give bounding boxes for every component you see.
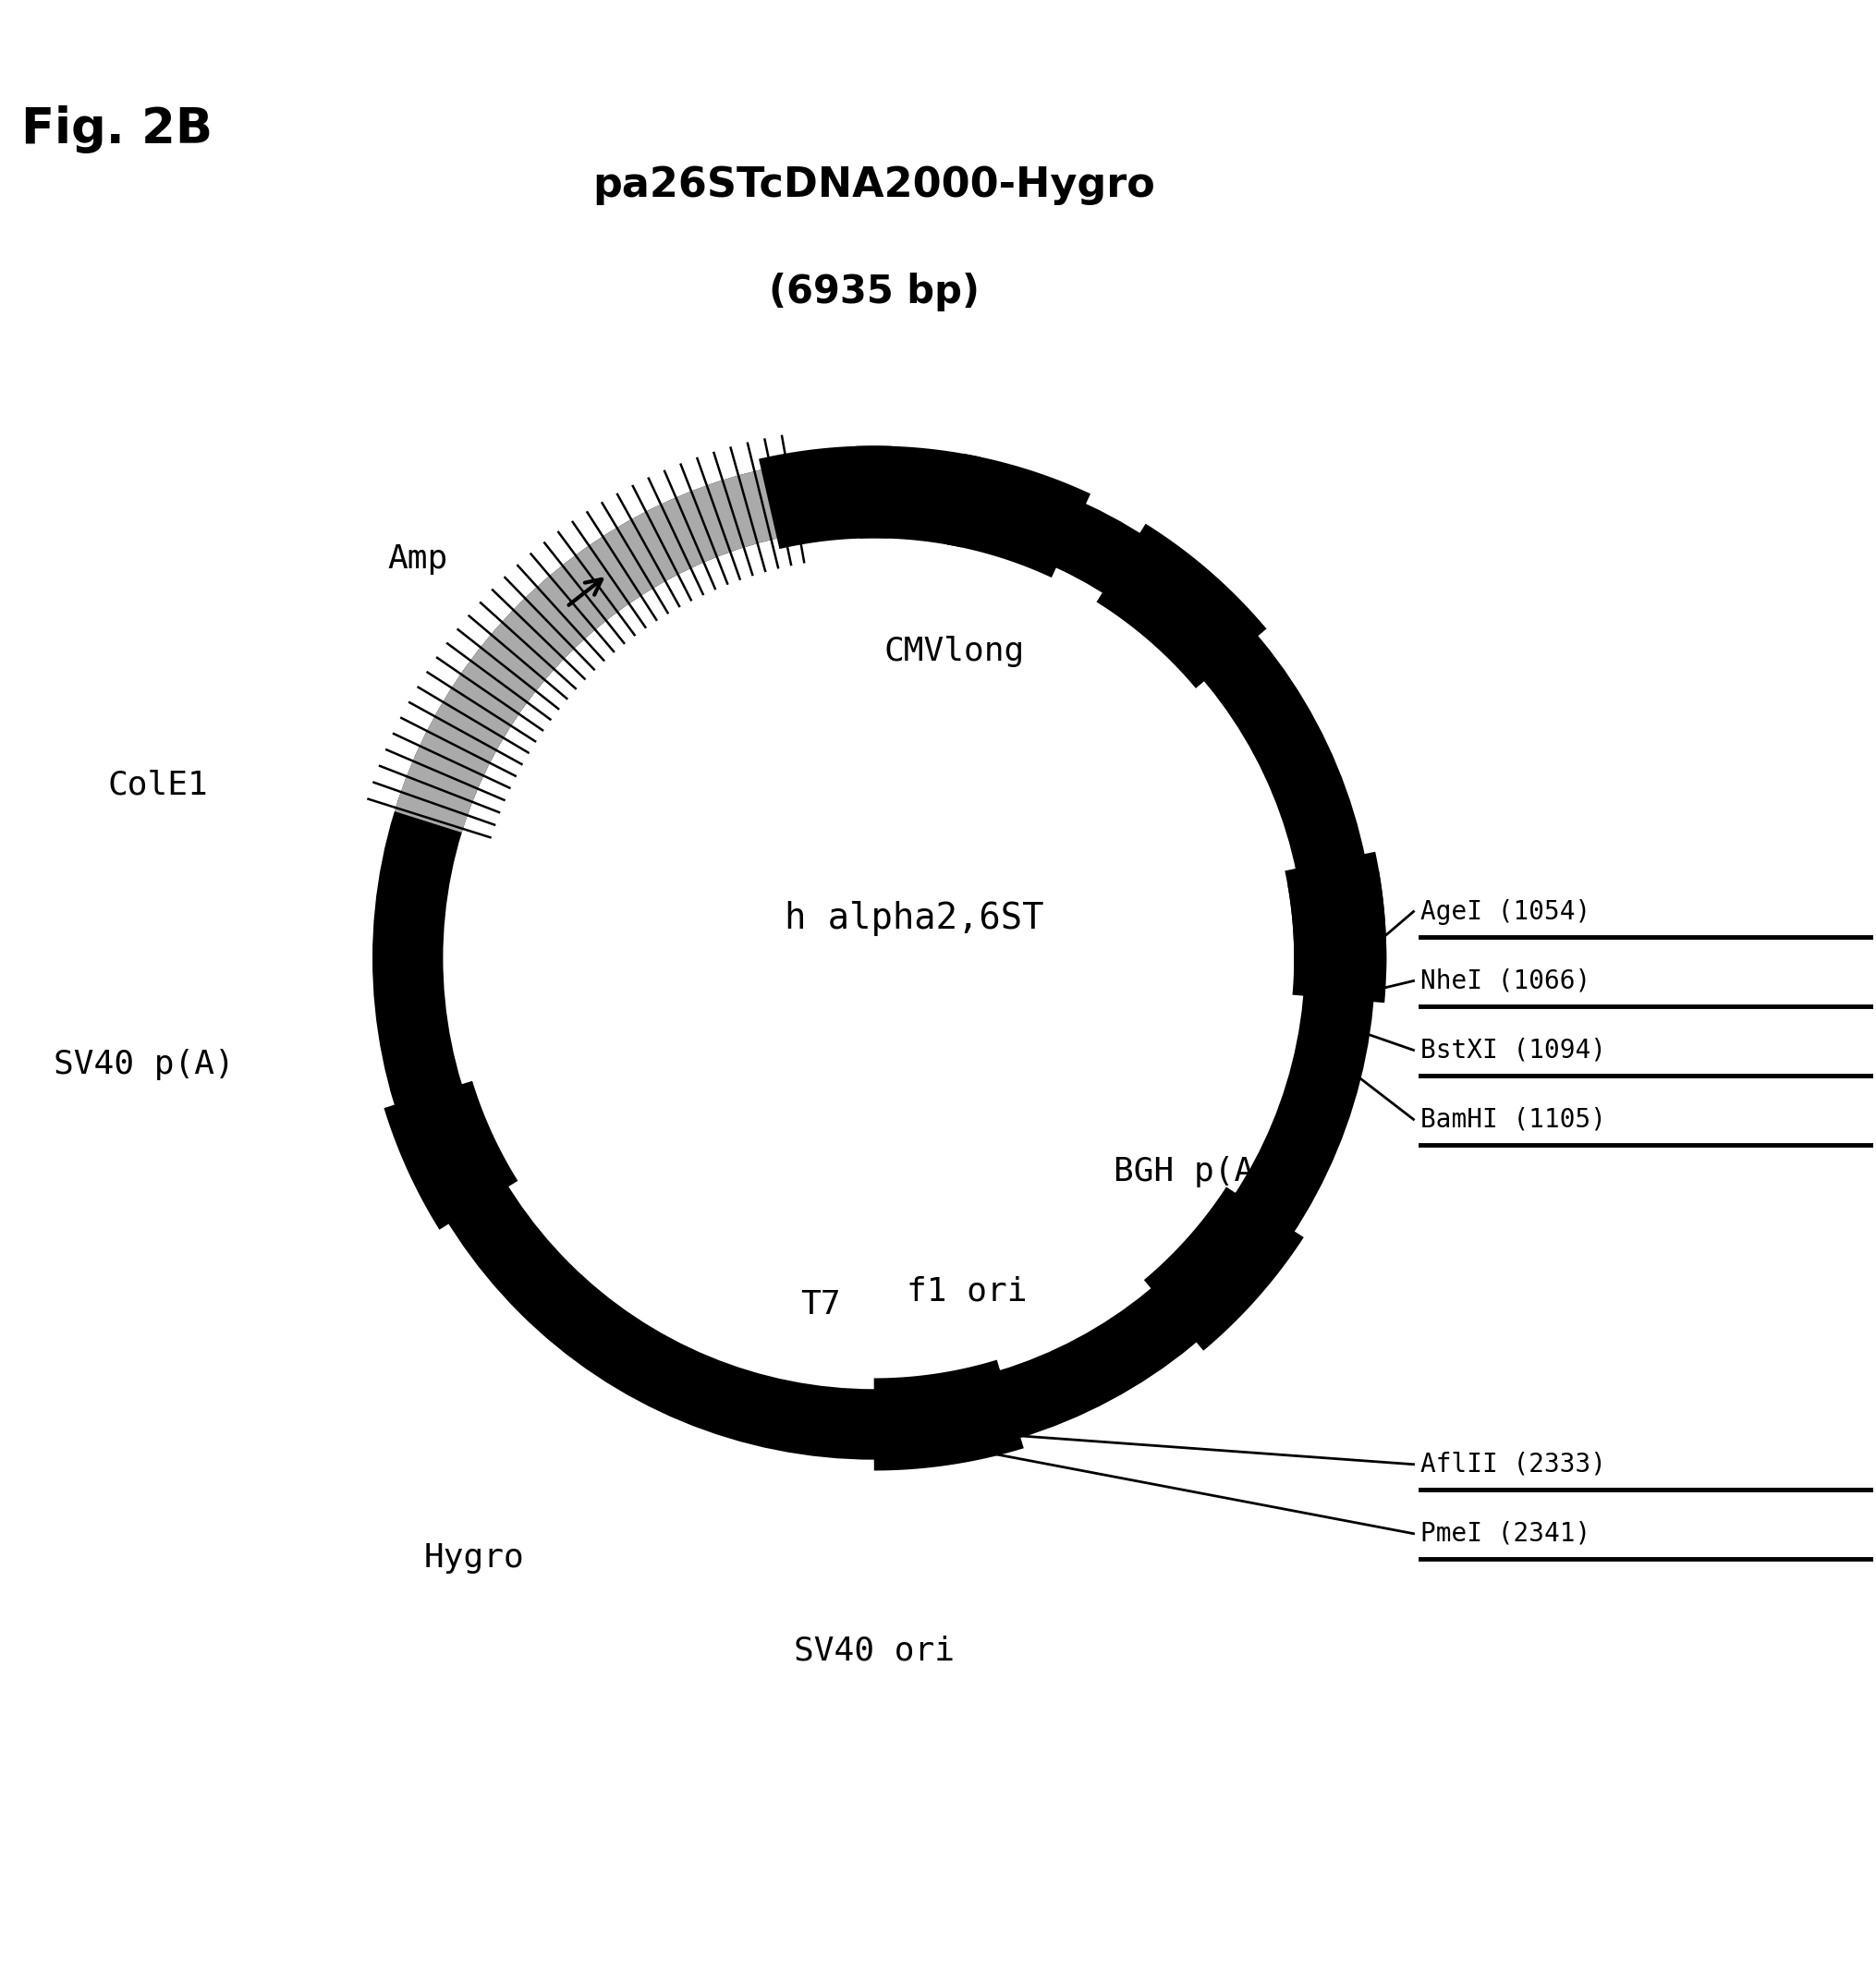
- Text: pa26STcDNA2000-Hygro: pa26STcDNA2000-Hygro: [593, 167, 1156, 206]
- Text: CMVlong: CMVlong: [884, 637, 1024, 668]
- Text: PmeI (2341): PmeI (2341): [1420, 1521, 1589, 1547]
- Text: T7: T7: [801, 1289, 840, 1321]
- Text: SV40 ori: SV40 ori: [794, 1636, 953, 1666]
- Text: BGH p(A): BGH p(A): [1112, 1156, 1274, 1188]
- Text: h alpha2,6ST: h alpha2,6ST: [784, 900, 1043, 936]
- Text: Hygro: Hygro: [424, 1543, 525, 1573]
- Text: AflII (2333): AflII (2333): [1420, 1452, 1606, 1477]
- Text: Fig. 2B: Fig. 2B: [21, 105, 212, 155]
- Text: ColE1: ColE1: [107, 769, 208, 801]
- Text: (6935 bp): (6935 bp): [769, 274, 979, 311]
- Text: AgeI (1054): AgeI (1054): [1420, 898, 1589, 924]
- Text: BamHI (1105): BamHI (1105): [1420, 1107, 1606, 1132]
- Text: BstXI (1094): BstXI (1094): [1420, 1037, 1606, 1063]
- Text: f1 ori: f1 ori: [906, 1275, 1026, 1307]
- Text: SV40 p(A): SV40 p(A): [54, 1049, 234, 1081]
- Text: NheI (1066): NheI (1066): [1420, 968, 1589, 993]
- Text: Amp: Amp: [386, 543, 448, 575]
